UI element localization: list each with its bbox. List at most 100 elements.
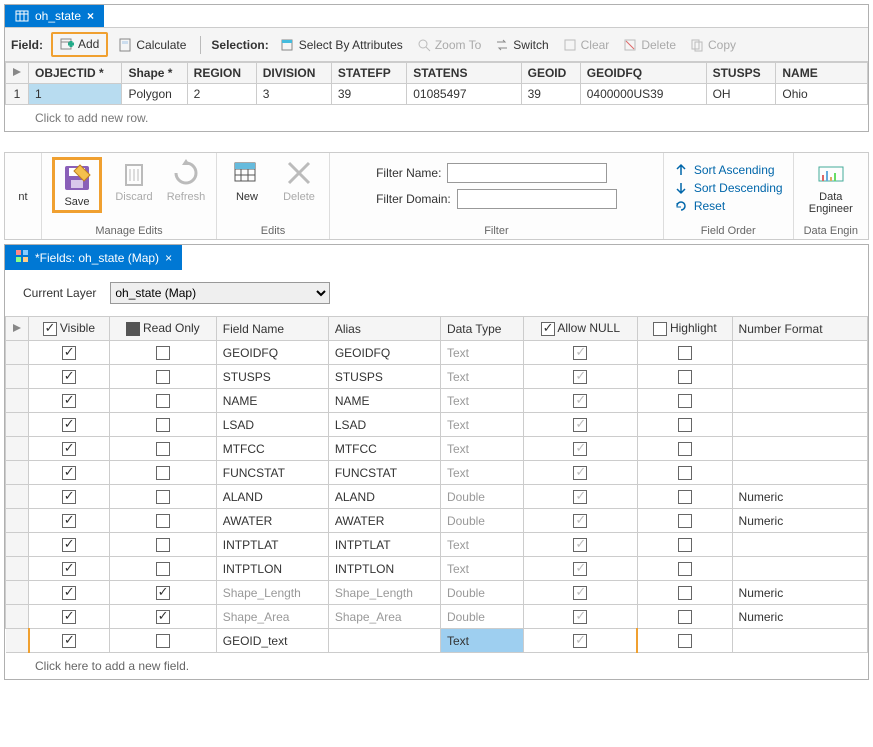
visible-cell[interactable] [29, 629, 110, 653]
fields-corner[interactable] [6, 317, 29, 341]
numfmt-cell[interactable]: Numeric [732, 581, 867, 605]
field-row[interactable]: INTPTLONINTPTLONText [6, 557, 868, 581]
delete-field-button[interactable]: Delete [279, 157, 319, 203]
numfmt-cell[interactable]: Numeric [732, 485, 867, 509]
highlight-cell[interactable] [637, 389, 732, 413]
alias-cell[interactable]: GEOIDFQ [328, 341, 440, 365]
col-geoid[interactable]: GEOID [521, 63, 580, 84]
allownull-cell[interactable] [524, 365, 638, 389]
new-field-button[interactable]: New [227, 157, 267, 203]
allownull-cell[interactable] [524, 437, 638, 461]
fieldname-cell[interactable]: STUSPS [216, 365, 328, 389]
datatype-cell[interactable]: Text [440, 341, 523, 365]
checkbox[interactable] [156, 610, 170, 624]
alias-cell[interactable]: AWATER [328, 509, 440, 533]
checkbox[interactable] [156, 370, 170, 384]
refresh-button[interactable]: Refresh [166, 157, 206, 203]
row-header[interactable] [6, 533, 29, 557]
discard-button[interactable]: Discard [114, 157, 154, 203]
datatype-cell[interactable]: Text [440, 461, 523, 485]
row-header[interactable] [6, 461, 29, 485]
row-header[interactable] [6, 581, 29, 605]
visible-cell[interactable] [29, 533, 110, 557]
numfmt-cell[interactable]: Numeric [732, 509, 867, 533]
highlight-cell[interactable] [637, 557, 732, 581]
fieldname-cell[interactable]: INTPTLAT [216, 533, 328, 557]
checkbox[interactable] [678, 442, 692, 456]
visible-cell[interactable] [29, 365, 110, 389]
alias-cell[interactable]: STUSPS [328, 365, 440, 389]
readonly-cell[interactable] [109, 557, 216, 581]
save-button[interactable]: Save [57, 162, 97, 208]
visible-cell[interactable] [29, 437, 110, 461]
delete-button[interactable]: Delete [619, 36, 680, 54]
checkbox[interactable] [62, 586, 76, 600]
add-field-button[interactable]: Add [56, 35, 103, 53]
table-row[interactable]: 1 1 Polygon 2 3 39 01085497 39 0400000US… [6, 84, 868, 105]
field-row[interactable]: INTPTLATINTPTLATText [6, 533, 868, 557]
highlight-cell[interactable] [637, 437, 732, 461]
datatype-cell[interactable]: Text [440, 365, 523, 389]
fieldname-cell[interactable]: Shape_Length [216, 581, 328, 605]
allownull-header-check[interactable] [541, 322, 555, 336]
allownull-cell[interactable] [524, 557, 638, 581]
fieldname-cell[interactable]: LSAD [216, 413, 328, 437]
row-header[interactable] [6, 605, 29, 629]
alias-cell[interactable] [328, 629, 440, 653]
alias-cell[interactable]: LSAD [328, 413, 440, 437]
col-visible[interactable]: Visible [29, 317, 110, 341]
datatype-cell[interactable]: Double [440, 485, 523, 509]
field-row[interactable]: NAMENAMEText [6, 389, 868, 413]
cell-geoidfq[interactable]: 0400000US39 [580, 84, 706, 105]
numfmt-cell[interactable]: Numeric [732, 605, 867, 629]
zoom-to-button[interactable]: Zoom To [413, 36, 485, 54]
checkbox[interactable] [156, 562, 170, 576]
cell-stusps[interactable]: OH [706, 84, 776, 105]
checkbox[interactable] [62, 610, 76, 624]
checkbox[interactable] [156, 394, 170, 408]
readonly-cell[interactable] [109, 437, 216, 461]
readonly-cell[interactable] [109, 533, 216, 557]
switch-button[interactable]: Switch [491, 36, 552, 54]
close-icon[interactable]: × [165, 251, 172, 265]
col-allownull[interactable]: Allow NULL [524, 317, 638, 341]
row-header[interactable] [6, 437, 29, 461]
readonly-cell[interactable] [109, 413, 216, 437]
alias-cell[interactable]: FUNCSTAT [328, 461, 440, 485]
highlight-cell[interactable] [637, 485, 732, 509]
checkbox[interactable] [573, 370, 587, 384]
alias-cell[interactable]: Shape_Length [328, 581, 440, 605]
col-numfmt[interactable]: Number Format [732, 317, 867, 341]
data-engineering-button[interactable]: Data Engineer [808, 157, 854, 215]
row-header[interactable] [6, 557, 29, 581]
field-row[interactable]: GEOIDFQGEOIDFQText [6, 341, 868, 365]
calculate-button[interactable]: Calculate [114, 36, 190, 54]
readonly-cell[interactable] [109, 605, 216, 629]
col-readonly[interactable]: Read Only [109, 317, 216, 341]
checkbox[interactable] [62, 442, 76, 456]
col-objectid[interactable]: OBJECTID * [29, 63, 122, 84]
checkbox[interactable] [62, 634, 76, 648]
filter-domain-input[interactable] [457, 189, 617, 209]
checkbox[interactable] [573, 466, 587, 480]
numfmt-cell[interactable] [732, 437, 867, 461]
checkbox[interactable] [156, 490, 170, 504]
allownull-cell[interactable] [524, 581, 638, 605]
datatype-cell[interactable]: Text [440, 413, 523, 437]
alias-cell[interactable]: INTPTLON [328, 557, 440, 581]
readonly-cell[interactable] [109, 341, 216, 365]
datatype-cell[interactable]: Double [440, 581, 523, 605]
checkbox[interactable] [678, 466, 692, 480]
fieldname-cell[interactable]: INTPTLON [216, 557, 328, 581]
highlight-cell[interactable] [637, 533, 732, 557]
close-icon[interactable]: × [87, 9, 94, 23]
alias-cell[interactable]: Shape_Area [328, 605, 440, 629]
fieldname-cell[interactable]: AWATER [216, 509, 328, 533]
datatype-cell[interactable]: Double [440, 509, 523, 533]
fieldname-cell[interactable]: FUNCSTAT [216, 461, 328, 485]
highlight-cell[interactable] [637, 581, 732, 605]
add-row-hint[interactable]: Click to add new row. [5, 105, 868, 131]
col-stusps[interactable]: STUSPS [706, 63, 776, 84]
row-header[interactable] [6, 413, 29, 437]
field-row[interactable]: LSADLSADText [6, 413, 868, 437]
